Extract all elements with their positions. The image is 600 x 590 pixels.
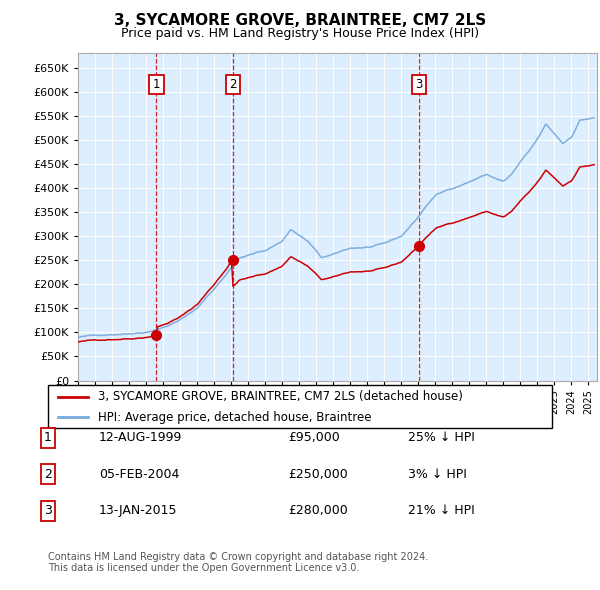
Text: Contains HM Land Registry data © Crown copyright and database right 2024.: Contains HM Land Registry data © Crown c… <box>48 552 428 562</box>
Text: 3: 3 <box>44 504 52 517</box>
Text: 12-AUG-1999: 12-AUG-1999 <box>99 431 182 444</box>
Text: 05-FEB-2004: 05-FEB-2004 <box>99 468 179 481</box>
Text: 2: 2 <box>44 468 52 481</box>
Text: 2: 2 <box>229 78 236 91</box>
Text: 25% ↓ HPI: 25% ↓ HPI <box>408 431 475 444</box>
Text: 1: 1 <box>152 78 160 91</box>
Text: 3% ↓ HPI: 3% ↓ HPI <box>408 468 467 481</box>
Text: 21% ↓ HPI: 21% ↓ HPI <box>408 504 475 517</box>
Text: Price paid vs. HM Land Registry's House Price Index (HPI): Price paid vs. HM Land Registry's House … <box>121 27 479 40</box>
Text: 1: 1 <box>44 431 52 444</box>
Text: 13-JAN-2015: 13-JAN-2015 <box>99 504 178 517</box>
Text: £250,000: £250,000 <box>288 468 348 481</box>
Text: This data is licensed under the Open Government Licence v3.0.: This data is licensed under the Open Gov… <box>48 563 359 573</box>
Text: £95,000: £95,000 <box>288 431 340 444</box>
Text: HPI: Average price, detached house, Braintree: HPI: Average price, detached house, Brai… <box>98 411 372 424</box>
Text: 3: 3 <box>415 78 422 91</box>
Text: 3, SYCAMORE GROVE, BRAINTREE, CM7 2LS (detached house): 3, SYCAMORE GROVE, BRAINTREE, CM7 2LS (d… <box>98 390 463 403</box>
Text: 3, SYCAMORE GROVE, BRAINTREE, CM7 2LS: 3, SYCAMORE GROVE, BRAINTREE, CM7 2LS <box>114 13 486 28</box>
Text: £280,000: £280,000 <box>288 504 348 517</box>
